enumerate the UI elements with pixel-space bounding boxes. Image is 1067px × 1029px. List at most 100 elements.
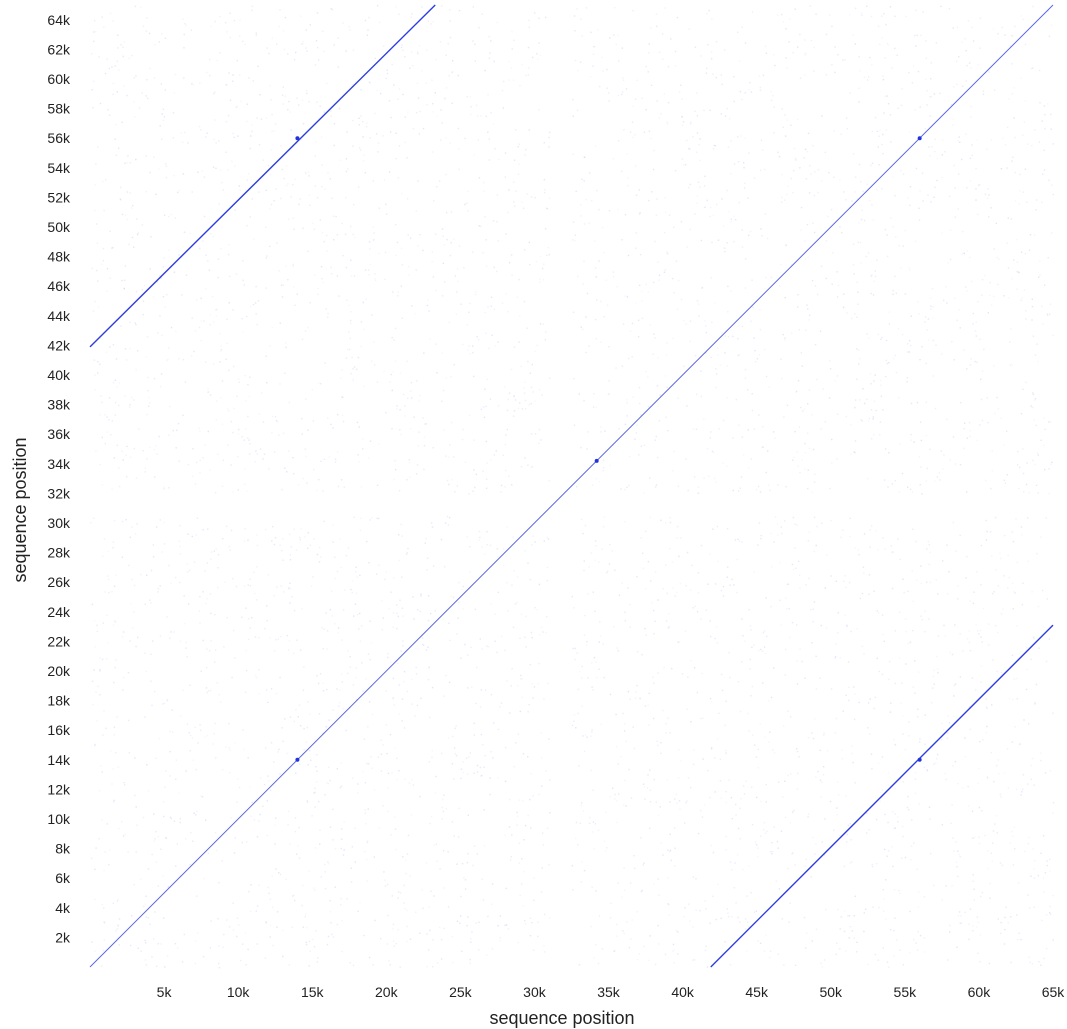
noise-dot (259, 448, 262, 450)
noise-dot (658, 894, 660, 896)
noise-dot (728, 779, 730, 781)
noise-dot (432, 565, 435, 567)
noise-dot (323, 458, 326, 460)
noise-dot (820, 180, 823, 182)
noise-dot (168, 487, 170, 489)
noise-dot (383, 45, 385, 47)
noise-dot (658, 279, 660, 281)
noise-dot (236, 105, 238, 108)
noise-dot (209, 593, 212, 595)
noise-dot (428, 949, 430, 951)
noise-dot (464, 137, 466, 140)
noise-dot (417, 52, 419, 55)
noise-dot (761, 235, 763, 237)
noise-dot (695, 909, 697, 911)
noise-dot (343, 849, 345, 851)
noise-dot (973, 899, 976, 901)
noise-dot (410, 814, 413, 816)
noise-dot (657, 744, 659, 747)
noise-dot (976, 630, 979, 632)
noise-dot (645, 283, 647, 285)
noise-dot (713, 477, 716, 480)
noise-dot (436, 860, 438, 862)
noise-dot (288, 100, 290, 103)
noise-dot (981, 891, 984, 894)
noise-dot (308, 713, 311, 715)
noise-dot (207, 852, 209, 854)
noise-dot (217, 276, 219, 279)
noise-dot (1022, 472, 1025, 475)
noise-dot (668, 850, 671, 853)
noise-dot (815, 13, 817, 15)
noise-dot (275, 420, 278, 422)
noise-dot (755, 910, 757, 912)
noise-dot (972, 925, 974, 927)
noise-dot (152, 296, 155, 298)
noise-dot (482, 252, 484, 254)
noise-dot (784, 648, 787, 651)
noise-dot (692, 749, 695, 751)
noise-dot (345, 357, 348, 359)
noise-dot (862, 190, 864, 193)
noise-dot (264, 747, 267, 749)
noise-dot (744, 377, 747, 379)
noise-dot (229, 36, 231, 39)
noise-dot (103, 907, 105, 909)
noise-dot (217, 586, 219, 589)
noise-dot (319, 829, 321, 831)
noise-dot (829, 368, 832, 370)
noise-dot (145, 356, 148, 358)
noise-dot (845, 586, 847, 589)
noise-dot (696, 115, 698, 117)
noise-dot (137, 636, 139, 639)
noise-dot (112, 624, 115, 626)
noise-dot (513, 181, 515, 183)
noise-dot (1012, 608, 1014, 610)
noise-dot (127, 672, 130, 674)
noise-dot (904, 229, 906, 232)
noise-dot (980, 665, 983, 667)
noise-dot (425, 649, 428, 651)
noise-dot (802, 410, 804, 412)
noise-dot (968, 938, 970, 941)
noise-dot (610, 902, 612, 905)
noise-dot (744, 137, 746, 139)
noise-dot (199, 82, 201, 84)
noise-dot (137, 947, 139, 949)
noise-dot (374, 279, 377, 282)
noise-dot (1020, 938, 1022, 941)
noise-dot (346, 299, 348, 301)
noise-dot (836, 458, 838, 460)
noise-dot (214, 20, 216, 23)
noise-dot (667, 66, 670, 68)
noise-dot (909, 269, 911, 271)
noise-dot (936, 753, 939, 756)
noise-dot (445, 87, 448, 89)
noise-dot (200, 670, 202, 672)
noise-dot (1040, 852, 1042, 854)
noise-dot (887, 771, 889, 774)
noise-dot (575, 821, 578, 824)
noise-dot (784, 816, 787, 819)
noise-dot (135, 806, 137, 808)
noise-dot (938, 472, 941, 474)
noise-dot (154, 476, 156, 478)
noise-dot (932, 375, 935, 377)
noise-dot (753, 644, 755, 646)
noise-dot (148, 396, 150, 399)
noise-dot (943, 624, 945, 627)
noise-dot (222, 189, 224, 191)
noise-dot (250, 306, 252, 308)
noise-dot (493, 308, 496, 311)
noise-dot (385, 77, 387, 80)
noise-dot (135, 158, 137, 161)
noise-dot (894, 743, 896, 746)
noise-dot (1000, 417, 1002, 419)
noise-dot (420, 593, 422, 595)
noise-dot (990, 487, 992, 490)
noise-dot (670, 38, 672, 40)
noise-dot (199, 622, 201, 624)
noise-dot (835, 643, 837, 645)
noise-dot (442, 810, 444, 813)
noise-dot (248, 439, 250, 441)
